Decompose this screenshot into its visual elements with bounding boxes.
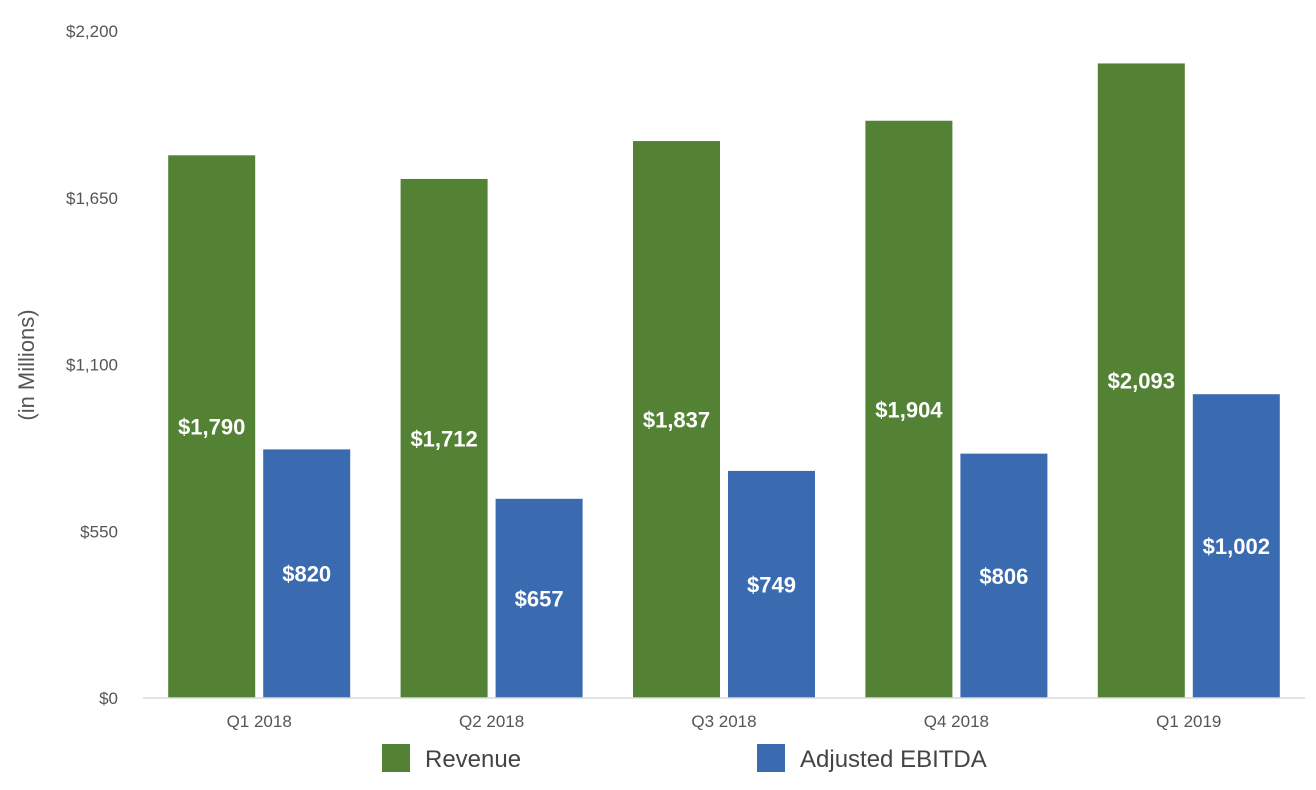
data-label-adjusted-ebitda: $820	[282, 562, 331, 587]
x-tick-label: Q1 2018	[227, 712, 292, 731]
x-axis: Q1 2018 Q2 2018 Q3 2018 Q4 2018 Q1 2019	[227, 712, 1222, 731]
y-axis: $0 $550 $1,100 $1,650 $2,200	[66, 22, 118, 708]
bar-revenue	[865, 120, 953, 698]
data-label-adjusted-ebitda: $1,002	[1203, 534, 1270, 559]
legend-label-adjusted-ebitda: Adjusted EBITDA	[800, 746, 987, 773]
data-label-revenue: $1,712	[410, 426, 477, 451]
data-label-adjusted-ebitda: $806	[979, 564, 1028, 589]
bar-revenue	[400, 178, 488, 698]
legend-label-revenue: Revenue	[425, 746, 521, 773]
x-tick-label: Q1 2019	[1156, 712, 1221, 731]
x-tick-label: Q2 2018	[459, 712, 524, 731]
data-label-revenue: $1,837	[643, 408, 710, 433]
y-tick-label: $550	[80, 522, 118, 541]
bar-revenue	[168, 155, 256, 698]
data-label-adjusted-ebitda: $657	[515, 586, 564, 611]
data-label-adjusted-ebitda: $749	[747, 572, 796, 597]
bar-revenue	[633, 141, 720, 698]
bar-adjusted-ebitda	[960, 453, 1048, 698]
data-label-revenue: $2,093	[1108, 369, 1175, 394]
y-tick-label: $0	[99, 689, 118, 708]
data-label-revenue: $1,790	[178, 415, 245, 440]
y-tick-label: $2,200	[66, 22, 118, 41]
y-tick-label: $1,650	[66, 189, 118, 208]
bar-adjusted-ebitda	[728, 470, 815, 698]
bar-adjusted-ebitda	[495, 498, 583, 698]
x-tick-label: Q3 2018	[691, 712, 756, 731]
y-tick-label: $1,100	[66, 356, 118, 375]
y-axis-label: (in Millions)	[14, 309, 39, 420]
legend-swatch-adjusted-ebitda	[757, 744, 785, 772]
legend: Revenue Adjusted EBITDA	[382, 744, 987, 773]
bar-revenue	[1097, 63, 1185, 699]
legend-swatch-revenue	[382, 744, 410, 772]
data-label-revenue: $1,904	[875, 397, 943, 422]
bar-adjusted-ebitda	[263, 449, 351, 698]
x-tick-label: Q4 2018	[924, 712, 989, 731]
bar-group: $1,790 $820 $1,712 $657 $1,837 $749 $1,904 $806…	[168, 63, 1280, 699]
bar-adjusted-ebitda	[1192, 394, 1280, 698]
